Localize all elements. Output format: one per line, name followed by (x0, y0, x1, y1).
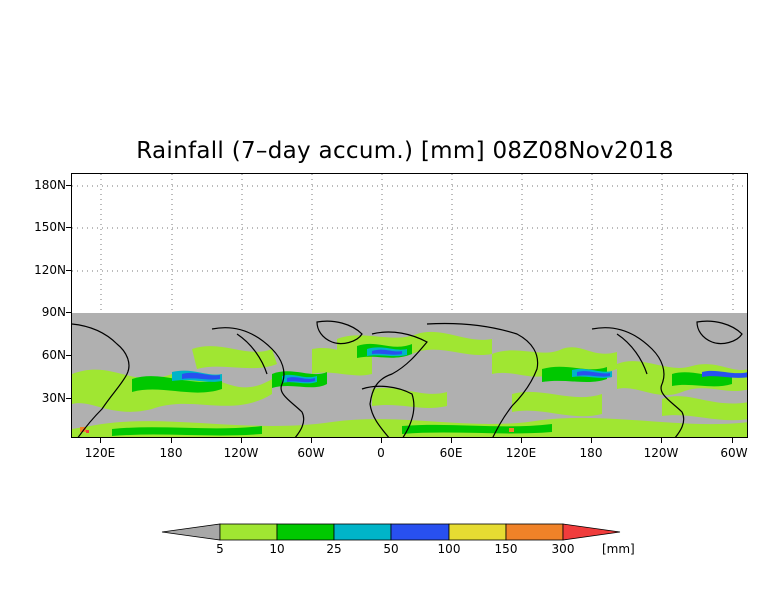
x-tickmark (241, 438, 242, 443)
x-tickmark (311, 438, 312, 443)
color-legend (161, 523, 621, 541)
x-tick-60w-2: 60W (720, 446, 748, 460)
y-tick-90n: 90N (41, 305, 66, 319)
x-tickmark (661, 438, 662, 443)
legend-label-50: 50 (383, 542, 399, 556)
x-tick-180: 180 (159, 446, 183, 460)
legend-swatch-5-10 (219, 523, 278, 541)
x-tick-180-2: 180 (579, 446, 603, 460)
rainfall-map (72, 174, 747, 437)
y-tick-30n: 30N (41, 391, 66, 405)
x-tickmark (100, 438, 101, 443)
legend-label-25: 25 (326, 542, 342, 556)
x-tick-60w: 60W (297, 446, 325, 460)
map-title: Rainfall (7–day accum.) [mm] 08Z08Nov201… (136, 138, 674, 164)
x-tick-120w: 120W (223, 446, 259, 460)
y-tickmark (66, 270, 71, 271)
legend-swatch-150-300 (505, 523, 564, 541)
y-tickmark (66, 312, 71, 313)
map-plot-area (71, 173, 748, 438)
x-tick-60e: 60E (439, 446, 463, 460)
legend-swatch-50-100 (390, 523, 450, 541)
legend-label-150: 150 (494, 542, 518, 556)
legend-label-100: 100 (437, 542, 461, 556)
x-tickmark (381, 438, 382, 443)
y-tickmark (66, 355, 71, 356)
x-tickmark (591, 438, 592, 443)
x-tickmark (171, 438, 172, 443)
x-tick-120w-2: 120W (643, 446, 679, 460)
legend-label-10: 10 (269, 542, 285, 556)
x-tickmark (732, 438, 733, 443)
x-tick-120e: 120E (84, 446, 116, 460)
y-tick-150n: 150N (34, 220, 66, 234)
x-tickmark (451, 438, 452, 443)
legend-label-300: 300 (551, 542, 575, 556)
legend-swatch-25-50 (333, 523, 392, 541)
y-tickmark (66, 398, 71, 399)
y-tick-60n: 60N (41, 348, 66, 362)
x-tick-0: 0 (377, 446, 385, 460)
rain-50-100-mm (182, 349, 747, 383)
legend-swatch-below-5 (161, 523, 221, 541)
y-tickmark (66, 185, 71, 186)
rain-heavy-spots (80, 427, 514, 433)
map-gridlines (72, 174, 747, 313)
y-tick-120n: 120N (34, 263, 66, 277)
legend-unit-label: [mm] (602, 542, 635, 556)
y-tickmark (66, 227, 71, 228)
x-tickmark (521, 438, 522, 443)
coastlines (72, 320, 743, 437)
y-tick-180n: 180N (34, 178, 66, 192)
legend-swatch-100-150 (448, 523, 507, 541)
legend-label-5: 5 (216, 542, 224, 556)
legend-swatch-10-25 (276, 523, 335, 541)
x-tick-120e-2: 120E (505, 446, 537, 460)
legend-swatch-above-300 (562, 523, 621, 541)
